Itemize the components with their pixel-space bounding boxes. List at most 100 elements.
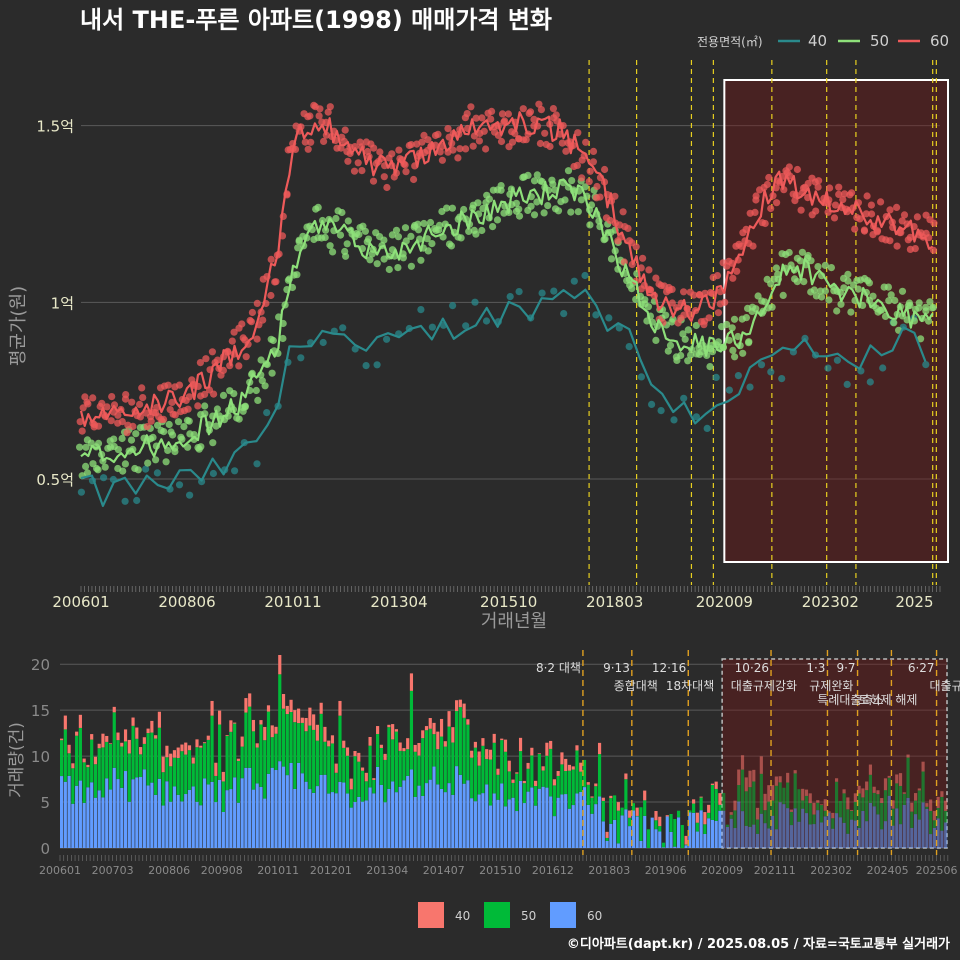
price-point-50-251: [533, 198, 541, 206]
price-point-60-325: [668, 299, 676, 307]
price-point-50-410: [825, 296, 833, 304]
volume-bar-50-85: [379, 748, 383, 785]
volume-bar-40-46: [233, 722, 237, 724]
volume-bar-60-206: [834, 813, 839, 848]
volume-bar-40-20: [135, 727, 139, 739]
volume-bar-60-118: [503, 806, 508, 848]
volume-bar-40-80: [360, 767, 365, 771]
volume-bar-60-43: [221, 812, 225, 848]
volume-bar-50-57: [274, 733, 278, 771]
price-legend: 전용면적(㎡) 40 50 60: [697, 32, 949, 50]
price-point-60-247: [525, 109, 533, 117]
volume-bar-60-0: [60, 776, 64, 848]
volume-bar-60-175: [718, 810, 722, 848]
price-point-40-49: [615, 324, 623, 332]
volume-bar-50-91: [402, 751, 406, 781]
price-point-40-4: [121, 497, 129, 505]
price-point-60-276: [582, 138, 590, 146]
price-point-60-132: [320, 137, 328, 145]
volume-bar-50-146: [609, 798, 613, 824]
price-point-50-331: [681, 335, 689, 343]
volume-bar-50-74: [338, 715, 342, 782]
volume-bar-50-232: [932, 820, 936, 828]
volume-bar-60-115: [492, 793, 496, 848]
volume-bar-60-146: [609, 823, 613, 848]
volume-bar-50-119: [507, 771, 511, 800]
volume-bar-60-211: [853, 820, 857, 848]
price-point-60-160: [369, 177, 378, 185]
volume-bar-40-27: [161, 756, 165, 773]
price-point-60-256: [546, 142, 554, 151]
volume-event-label-3-b: 대출규제강화: [731, 679, 797, 693]
volume-bar-60-59: [281, 766, 286, 848]
price-point-50-137: [326, 242, 334, 250]
volume-bar-40-135: [567, 764, 572, 771]
price-point-50-101: [258, 377, 266, 385]
volume-bar-40-43: [221, 771, 225, 782]
price-point-50-46: [160, 428, 168, 436]
price-point-60-415: [835, 183, 843, 191]
volume-bar-40-69: [319, 702, 323, 714]
volume-bar-50-4: [75, 735, 79, 786]
volume-bar-50-195: [793, 773, 797, 809]
volume-bar-60-70: [323, 774, 327, 848]
volume-bar-40-105: [455, 700, 459, 712]
volume-bar-50-135: [567, 770, 572, 809]
volume-bar-50-211: [853, 801, 857, 821]
volume-bar-50-41: [214, 775, 218, 803]
price-point-40-53: [657, 407, 665, 415]
volume-bar-60-60: [285, 775, 289, 848]
price-point-60-374: [761, 219, 769, 228]
volume-bar-40-235: [944, 800, 948, 811]
volume-bar-60-201: [816, 810, 820, 848]
volume-bar-40-161: [665, 815, 669, 817]
volume-bar-50-43: [221, 781, 225, 812]
volume-bar-40-30: [172, 750, 177, 758]
volume-bar-50-136: [571, 769, 575, 806]
volume-bar-60-144: [601, 821, 605, 848]
price-point-60-300: [624, 224, 632, 232]
price-point-40-35: [462, 322, 470, 330]
volume-bar-50-225: [906, 757, 910, 798]
volume-bar-40-29: [169, 753, 173, 767]
volume-bar-60-199: [808, 824, 812, 848]
price-point-60-388: [785, 163, 793, 171]
volume-bar-40-97: [424, 726, 429, 731]
volume-bar-60-31: [176, 794, 180, 848]
volume-bar-50-5: [78, 727, 82, 781]
price-point-60-68: [201, 390, 209, 398]
volume-bar-40-85: [379, 744, 383, 748]
volume-bar-50-109: [470, 757, 474, 799]
price-point-50-224: [485, 195, 493, 203]
price-point-60-217: [472, 114, 480, 122]
volume-bar-60-22: [142, 769, 146, 848]
volume-bar-50-143: [597, 754, 602, 797]
volume-bar-40-51: [251, 719, 256, 732]
price-point-60-58: [184, 405, 192, 413]
legend-bar-label-40: 40: [455, 909, 470, 923]
price-point-60-330: [680, 311, 688, 319]
volume-bar-50-154: [639, 807, 643, 841]
volume-bar-50-218: [880, 802, 884, 830]
price-point-50-54: [174, 418, 183, 426]
price-point-60-224: [487, 115, 495, 123]
volume-bar-50-188: [767, 801, 771, 829]
price-point-60-164: [376, 148, 384, 156]
price-point-60-219: [475, 137, 483, 145]
volume-bar-40-22: [142, 737, 146, 744]
volume-bar-60-228: [917, 819, 921, 848]
price-point-40-56: [692, 413, 701, 421]
price-point-60-250: [535, 100, 543, 108]
price-point-40-16: [253, 460, 261, 468]
price-point-40-12: [209, 469, 217, 478]
price-point-50-200: [443, 204, 451, 212]
volume-bar-40-144: [601, 797, 605, 801]
volume-bar-60-197: [801, 808, 805, 848]
price-point-40-32: [428, 323, 436, 331]
volume-bar-50-52: [255, 747, 259, 784]
volume-bar-50-64: [300, 722, 304, 774]
volume-bar-40-112: [481, 738, 485, 746]
volume-bar-40-168: [692, 799, 696, 804]
volume-bar-40-10: [97, 743, 101, 749]
price-point-40-55: [680, 394, 688, 402]
